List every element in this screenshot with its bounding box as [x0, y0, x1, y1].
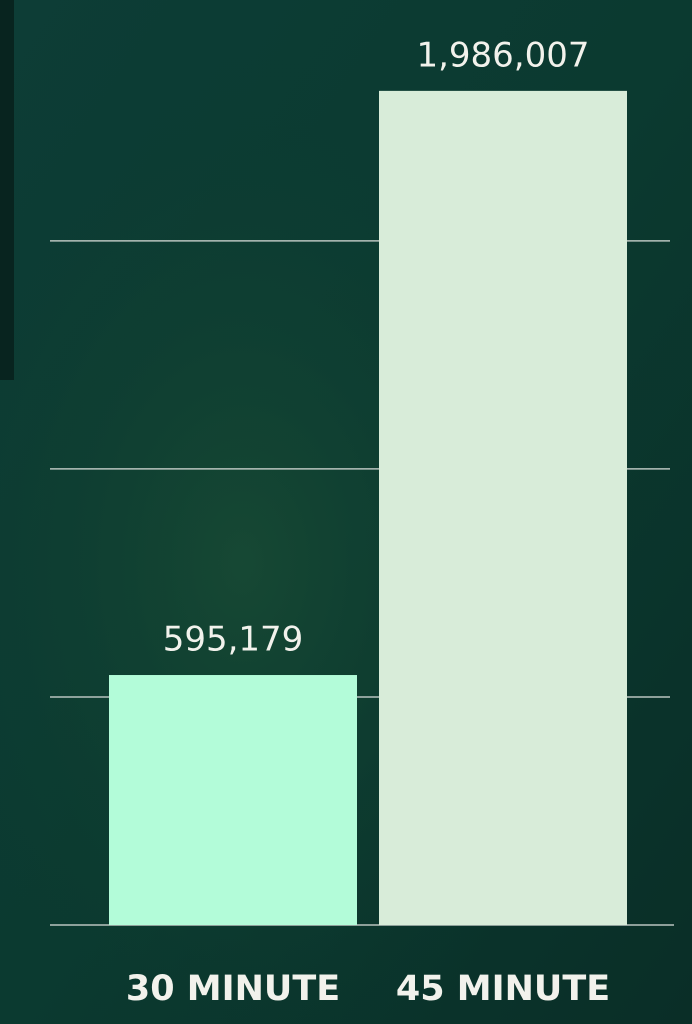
background-pole [0, 0, 14, 380]
value-label: 595,179 [163, 620, 304, 660]
bar [109, 675, 357, 925]
bar [379, 91, 627, 925]
x-tick-label: 45 MINUTE [396, 969, 610, 1009]
chart: 595,179 30 MINUTE 1,986,007 45 MINUTE [0, 0, 692, 1024]
x-tick-label: 30 MINUTE [126, 969, 340, 1009]
value-label: 1,986,007 [416, 35, 589, 75]
